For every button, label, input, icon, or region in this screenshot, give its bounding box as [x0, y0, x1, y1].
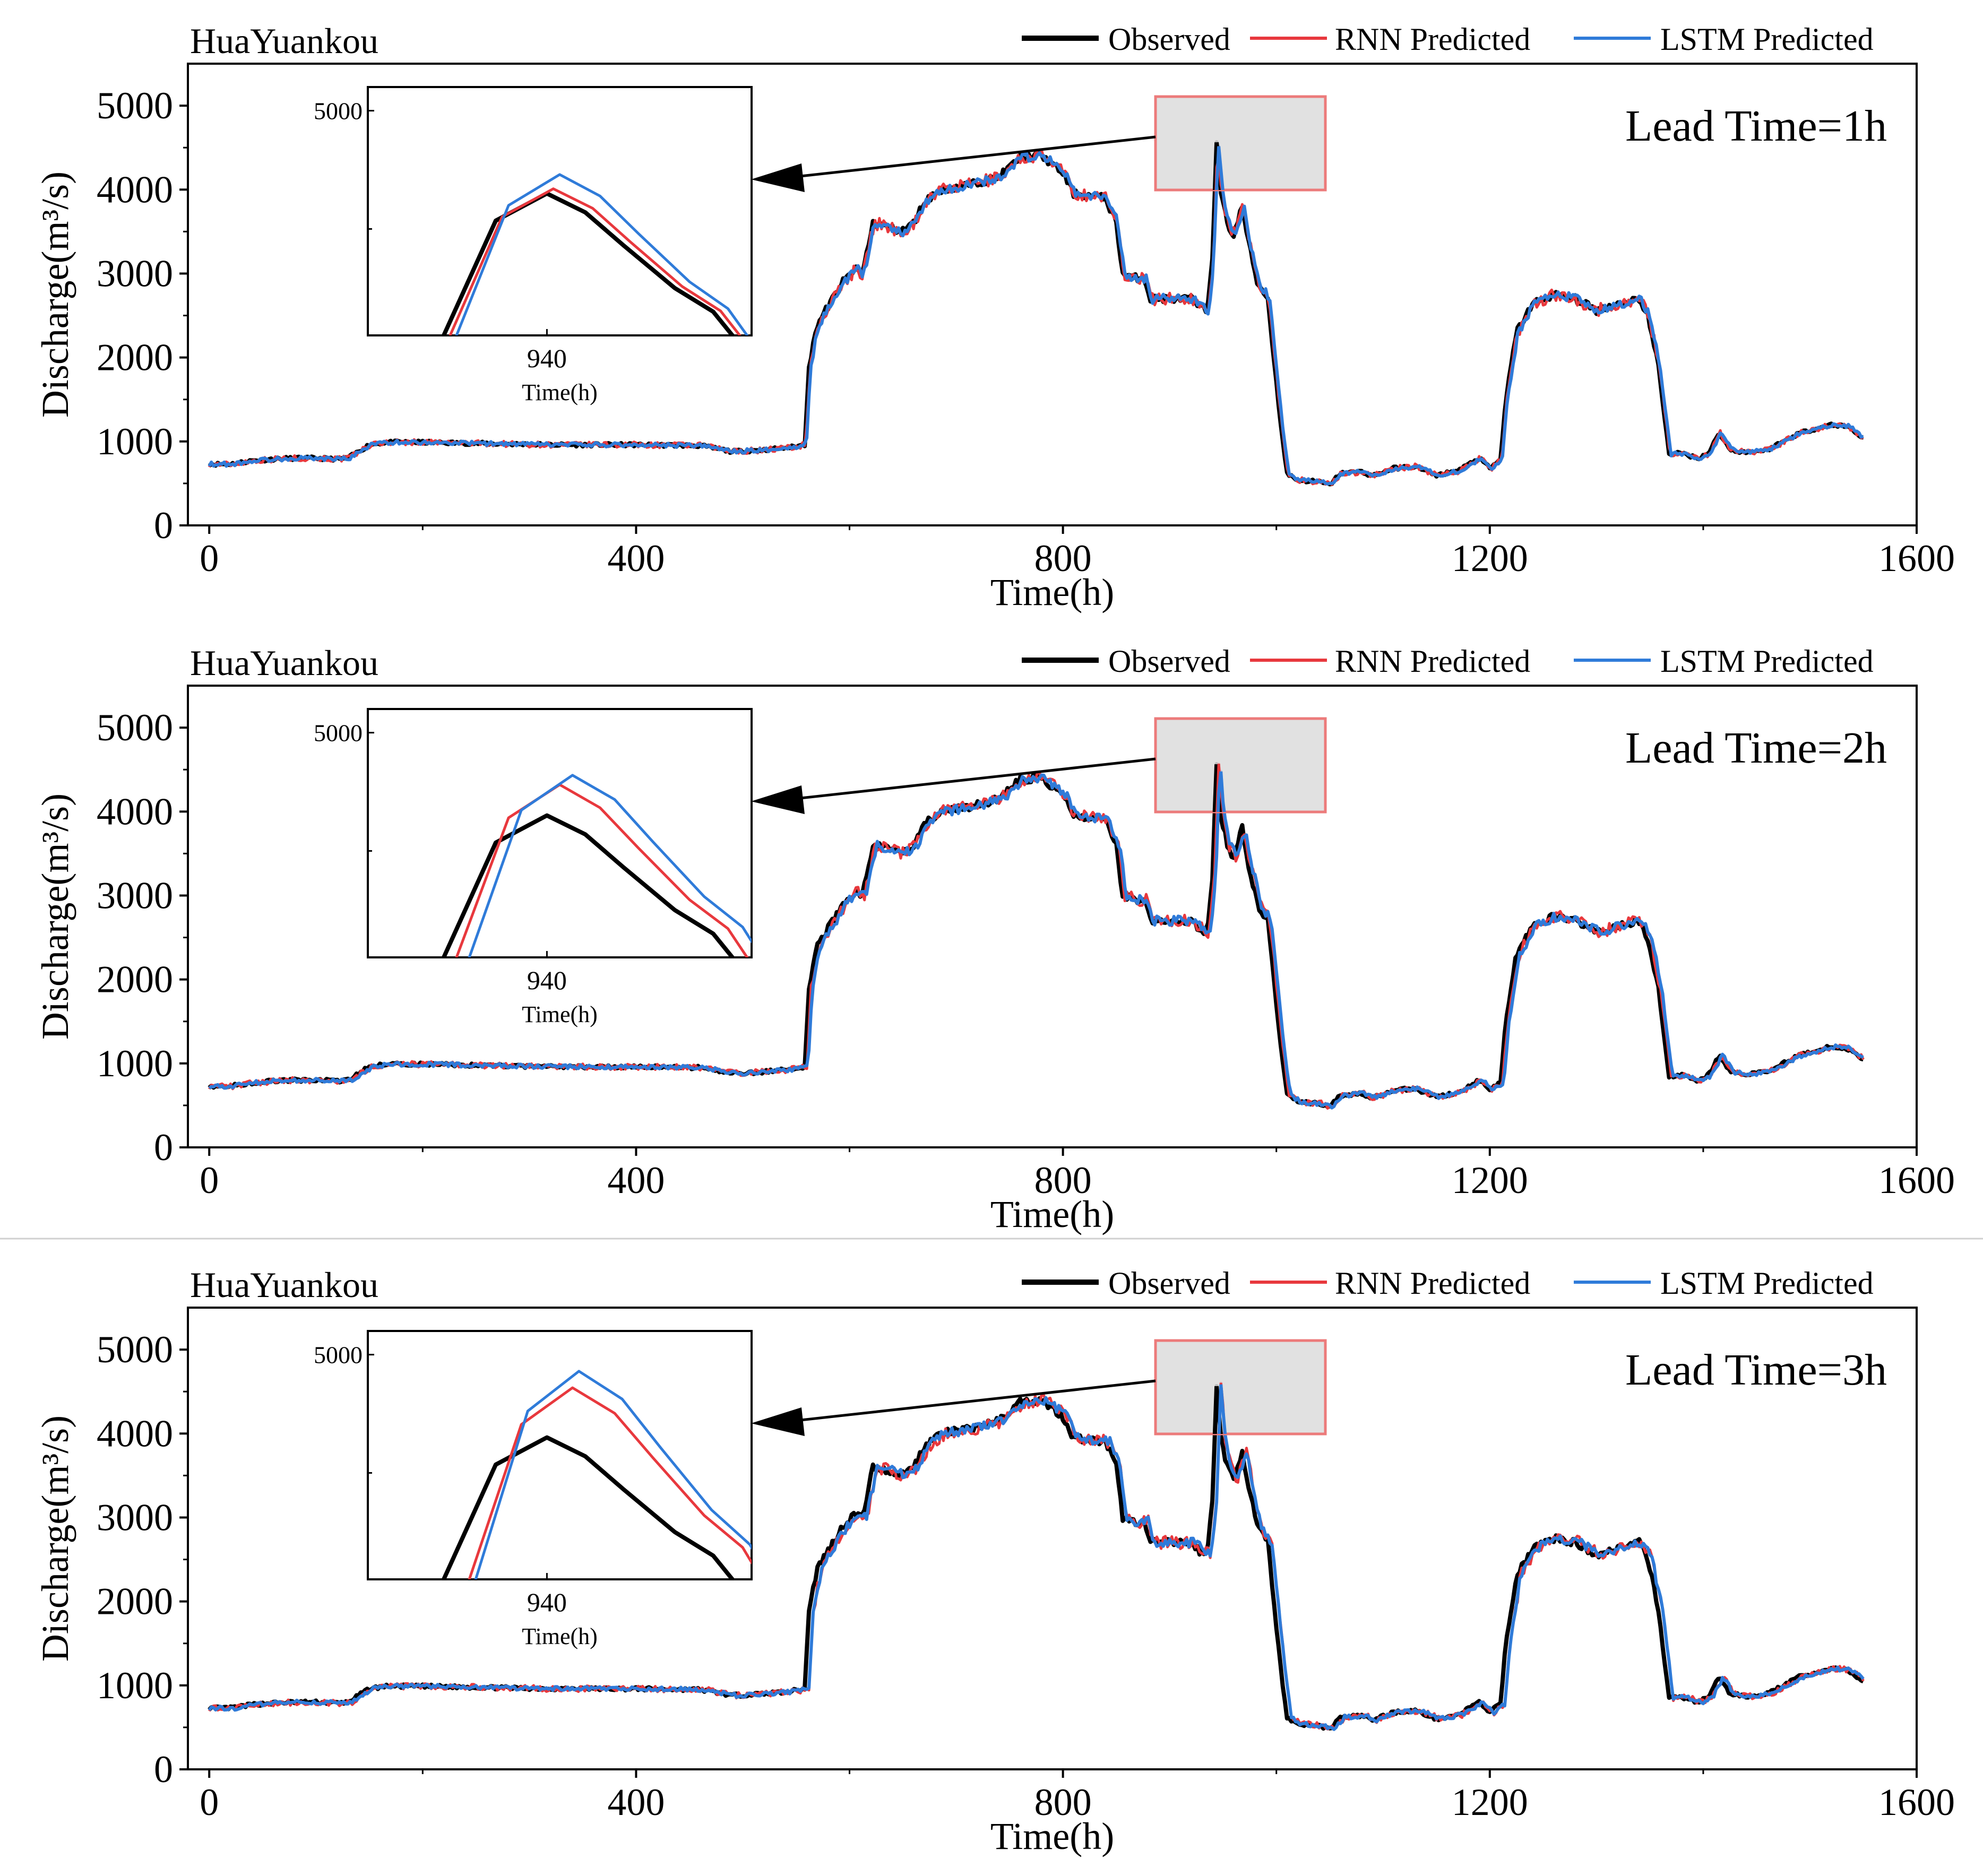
legend-label-observed: Observed: [1108, 644, 1230, 679]
plot-frame: [187, 1307, 1918, 1770]
y-tick-label: 0: [154, 1126, 173, 1169]
y-tick-label: 4000: [97, 1412, 173, 1455]
x-axis-title: Time(h): [990, 1815, 1114, 1857]
zoom-highlight-box: [1154, 1339, 1327, 1436]
chart-panel-3: HuaYuankou Observed RNN Predicted LSTM Pred…: [0, 1238, 1983, 1857]
inset-series-rnn: [468, 1386, 752, 1579]
zoom-arrow-head: [751, 785, 805, 814]
inset-series-lstm: [474, 1370, 752, 1579]
x-tick-label: 800: [1034, 1159, 1092, 1201]
zoom-highlight-box: [1154, 95, 1327, 192]
y-tick-label: 2000: [97, 958, 173, 1001]
zoom-highlight-box: [1154, 717, 1327, 814]
series-lstm: [208, 1382, 1865, 1731]
x-tick-label: 0: [200, 1159, 219, 1201]
y-tick-label: 3000: [97, 874, 173, 917]
legend-label-lstm: LSTM Predicted: [1660, 644, 1874, 679]
inset-x-tick-label: 940: [527, 1587, 567, 1617]
x-tick-label: 1200: [1452, 537, 1528, 580]
inset-plot: [441, 173, 749, 335]
inset-x-axis-title: Time(h): [522, 1001, 598, 1027]
inset-x-tick-label: 940: [527, 343, 567, 373]
lead-time-label: Lead Time=2h: [1625, 723, 1887, 773]
y-tick-label: 0: [154, 504, 173, 547]
x-tick-label: 400: [607, 537, 665, 580]
inset-y-tick-label: 5000: [314, 720, 363, 747]
y-tick-label: 3000: [97, 1496, 173, 1538]
y-tick-label: 5000: [97, 84, 173, 127]
x-tick-label: 800: [1034, 1781, 1092, 1823]
zoom-arrow-head: [751, 1407, 805, 1436]
y-tick-label: 2000: [97, 1580, 173, 1623]
inset-y-tick-label: 5000: [314, 1342, 363, 1369]
series-lstm: [208, 770, 1864, 1110]
y-tick-label: 0: [154, 1748, 173, 1791]
inset-series-lstm: [455, 173, 749, 335]
y-tick-label: 1000: [97, 1664, 173, 1707]
x-tick-label: 1200: [1452, 1159, 1528, 1201]
plot-frame: [187, 685, 1918, 1148]
x-tick-label: 1200: [1452, 1781, 1528, 1823]
inset-x-axis-title: Time(h): [522, 1623, 598, 1649]
y-axis-title: Discharge(m³/s): [34, 1415, 76, 1662]
inset-plot: [441, 774, 752, 957]
zoom-arrow-line: [790, 757, 1156, 801]
inset-series-observed: [441, 813, 735, 957]
y-tick-label: 3000: [97, 252, 173, 295]
zoom-arrow-line: [790, 135, 1156, 179]
legend-label-lstm: LSTM Predicted: [1660, 22, 1874, 57]
y-tick-label: 1000: [97, 1042, 173, 1085]
y-tick-label: 4000: [97, 790, 173, 833]
lead-time-label: Lead Time=3h: [1625, 1345, 1887, 1395]
inset-series-rnn: [449, 187, 742, 335]
legend-label-rnn: RNN Predicted: [1335, 22, 1530, 57]
series-lstm: [208, 144, 1864, 486]
y-tick-label: 1000: [97, 420, 173, 463]
chart-panel-2: HuaYuankou Observed RNN Predicted LSTM Pred…: [34, 643, 1955, 1235]
x-tick-label: 0: [200, 537, 219, 580]
inset-plot: [441, 1370, 752, 1579]
legend-label-rnn: RNN Predicted: [1335, 644, 1530, 679]
legend-label-observed: Observed: [1108, 1266, 1230, 1301]
x-tick-label: 400: [607, 1781, 665, 1823]
station-label: HuaYuankou: [190, 643, 378, 683]
plot-frame: [187, 63, 1918, 526]
x-axis-title: Time(h): [990, 1193, 1114, 1235]
x-tick-label: 1600: [1878, 537, 1955, 580]
zoom-arrow-head: [751, 163, 805, 192]
inset-y-tick-label: 5000: [314, 98, 363, 125]
x-tick-label: 800: [1034, 537, 1092, 580]
legend-label-lstm: LSTM Predicted: [1660, 1266, 1874, 1301]
inset-series-lstm: [468, 774, 752, 957]
chart-panel-1: HuaYuankou Observed RNN Predicted LSTM Pred…: [34, 21, 1955, 613]
y-axis-title: Discharge(m³/s): [34, 171, 76, 418]
y-axis-title: Discharge(m³/s): [34, 793, 76, 1040]
y-tick-label: 2000: [97, 336, 173, 379]
x-tick-label: 400: [607, 1159, 665, 1201]
x-tick-label: 1600: [1878, 1159, 1955, 1201]
zoom-arrow-line: [790, 1379, 1156, 1423]
legend-label-rnn: RNN Predicted: [1335, 1266, 1530, 1301]
y-tick-label: 5000: [97, 1328, 173, 1371]
inset-x-axis-title: Time(h): [522, 379, 598, 405]
inset-series-observed: [441, 1435, 735, 1579]
y-tick-label: 4000: [97, 168, 173, 211]
station-label: HuaYuankou: [190, 21, 378, 61]
inset-x-tick-label: 940: [527, 965, 567, 995]
lead-time-label: Lead Time=1h: [1625, 101, 1887, 151]
x-axis-title: Time(h): [990, 571, 1114, 613]
legend-label-observed: Observed: [1108, 22, 1230, 57]
y-tick-label: 5000: [97, 706, 173, 749]
x-tick-label: 0: [200, 1781, 219, 1823]
x-tick-label: 1600: [1878, 1781, 1955, 1823]
inset-series-rnn: [455, 783, 749, 957]
station-label: HuaYuankou: [190, 1265, 378, 1305]
